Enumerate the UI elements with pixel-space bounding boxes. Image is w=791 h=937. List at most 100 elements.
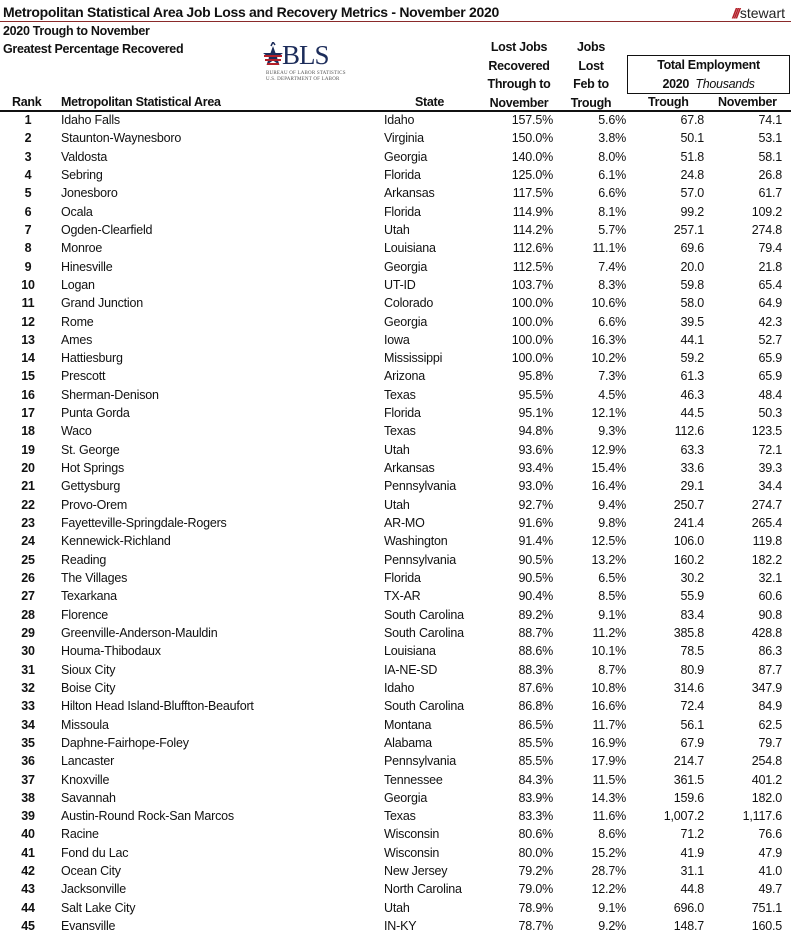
header-recovered: Lost Jobs Recovered Through to November <box>483 38 555 112</box>
state-cell: Mississippi <box>384 351 443 366</box>
trough-cell: 33.6 <box>680 461 704 476</box>
area-cell: Monroe <box>61 241 103 256</box>
area-cell: Knoxville <box>61 772 110 787</box>
lost-cell: 7.3% <box>598 369 626 384</box>
header-rank: Rank <box>12 95 42 109</box>
november-cell: 39.3 <box>758 461 782 476</box>
state-cell: Pennsylvania <box>384 552 456 567</box>
state-cell: IN-KY <box>384 919 417 934</box>
lost-cell: 11.7% <box>592 717 626 732</box>
november-cell: 65.9 <box>758 351 782 366</box>
lost-cell: 9.2% <box>598 919 626 934</box>
november-cell: 428.8 <box>751 625 782 640</box>
trough-cell: 159.6 <box>673 790 704 805</box>
table-row: 9 Hinesville Georgia 112.5% 7.4% 20.0 21.8 <box>0 260 791 278</box>
lost-cell: 5.7% <box>598 222 626 237</box>
lost-cell: 6.6% <box>598 314 626 329</box>
recovered-cell: 86.8% <box>518 699 554 714</box>
november-cell: 86.3 <box>758 644 782 659</box>
november-cell: 274.8 <box>751 222 782 237</box>
table-row: 17 Punta Gorda Florida 95.1% 12.1% 44.5 50.3 <box>0 406 791 424</box>
trough-cell: 41.9 <box>680 845 704 860</box>
area-cell: Punta Gorda <box>61 406 130 421</box>
area-cell: Texarkana <box>61 589 117 604</box>
recovered-cell: 90.5% <box>518 571 554 585</box>
november-cell: 254.8 <box>751 754 782 769</box>
recovered-cell: 140.0% <box>511 149 553 164</box>
bls-logo-text: BLS <box>282 40 330 70</box>
table-row: 14 Hattiesburg Mississippi 100.0% 10.2% 59.2 6… <box>0 351 791 369</box>
recovered-cell: 90.5% <box>518 552 554 567</box>
lost-cell: 17.9% <box>591 754 627 769</box>
november-cell: 34.4 <box>758 479 782 494</box>
november-cell: 61.7 <box>758 186 782 201</box>
rank-cell: 38 <box>21 790 35 805</box>
area-cell: Rome <box>61 314 94 329</box>
state-cell: Virginia <box>384 131 424 146</box>
table-row: 12 Rome Georgia 100.0% 6.6% 39.5 42.3 <box>0 315 791 333</box>
area-cell: Logan <box>61 277 95 292</box>
area-cell: Salt Lake City <box>61 900 136 915</box>
state-cell: AR-MO <box>384 516 425 531</box>
november-cell: 26.8 <box>758 167 782 182</box>
trough-cell: 51.8 <box>680 149 704 164</box>
table-row: 45 Evansville IN-KY 78.7% 9.2% 148.7 160.5 <box>0 919 791 937</box>
table-row: 4 Sebring Florida 125.0% 6.1% 24.8 26.8 <box>0 168 791 186</box>
table-row: 10 Logan UT-ID 103.7% 8.3% 59.8 65.4 <box>0 278 791 296</box>
state-cell: Florida <box>384 204 421 219</box>
state-cell: Georgia <box>384 149 428 164</box>
state-cell: Pennsylvania <box>384 479 456 494</box>
recovered-cell: 89.2% <box>518 607 554 622</box>
rank-cell: 4 <box>24 167 32 182</box>
lost-cell: 28.7% <box>591 864 627 879</box>
recovered-cell: 125.0% <box>511 167 553 182</box>
recovered-cell: 95.1% <box>518 406 554 421</box>
rank-cell: 24 <box>21 534 35 549</box>
area-cell: Hot Springs <box>61 461 125 476</box>
recovered-cell: 100.0% <box>511 351 553 366</box>
lost-cell: 8.0% <box>598 149 626 164</box>
recovered-cell: 83.9% <box>518 790 554 805</box>
recovered-cell: 88.6% <box>518 644 554 659</box>
lost-cell: 3.8% <box>598 131 626 146</box>
lost-cell: 10.6% <box>591 296 627 311</box>
table-row: 18 Waco Texas 94.8% 9.3% 112.6 123.5 <box>0 424 791 442</box>
recovered-cell: 112.6% <box>512 241 553 256</box>
recovered-cell: 85.5% <box>518 735 554 750</box>
table-row: 3 Valdosta Georgia 140.0% 8.0% 51.8 58.1 <box>0 150 791 168</box>
total-employment-box <box>627 55 790 94</box>
lost-cell: 10.1% <box>591 644 627 659</box>
table-row: 36 Lancaster Pennsylvania 85.5% 17.9% 214.7 25… <box>0 754 791 772</box>
recovered-cell: 112.5% <box>512 259 553 274</box>
area-cell: Ames <box>61 332 93 347</box>
state-cell: Pennsylvania <box>384 754 456 769</box>
lost-cell: 11.2% <box>592 625 626 640</box>
november-cell: 274.7 <box>751 497 782 512</box>
header-recovered-line: November <box>489 95 549 110</box>
area-cell: Daphne-Fairhope-Foley <box>61 735 189 750</box>
table-row: 43 Jacksonville North Carolina 79.0% 12.2% 44… <box>0 882 791 900</box>
table-row: 33 Hilton Head Island-Bluffton-Beaufort So… <box>0 699 791 717</box>
table-row: 23 Fayetteville-Springdale-Rogers AR-MO 91.… <box>0 516 791 534</box>
lost-cell: 6.5% <box>598 571 626 585</box>
recovered-cell: 150.0% <box>511 131 553 146</box>
state-cell: UT-ID <box>384 277 416 292</box>
november-cell: 160.5 <box>751 919 782 934</box>
table-row: 30 Houma-Thibodaux Louisiana 88.6% 10.1% 78.5… <box>0 644 791 662</box>
rank-cell: 35 <box>21 735 35 750</box>
lost-cell: 8.1% <box>598 204 626 219</box>
area-cell: Hattiesburg <box>61 351 123 366</box>
state-cell: Arizona <box>384 369 425 384</box>
november-cell: 182.0 <box>751 790 782 805</box>
table-row: 6 Ocala Florida 114.9% 8.1% 99.2 109.2 <box>0 205 791 223</box>
trough-cell: 72.4 <box>680 699 704 714</box>
state-cell: Washington <box>384 534 448 549</box>
area-cell: Savannah <box>61 790 116 805</box>
rank-cell: 33 <box>21 699 35 714</box>
november-cell: 47.9 <box>758 845 782 860</box>
table-row: 34 Missoula Montana 86.5% 11.7% 56.1 62.5 <box>0 718 791 736</box>
state-cell: Louisiana <box>384 241 436 256</box>
table-row: 11 Grand Junction Colorado 100.0% 10.6% 58.0 6… <box>0 296 791 314</box>
state-cell: Florida <box>384 571 421 585</box>
recovered-cell: 95.5% <box>518 387 554 402</box>
